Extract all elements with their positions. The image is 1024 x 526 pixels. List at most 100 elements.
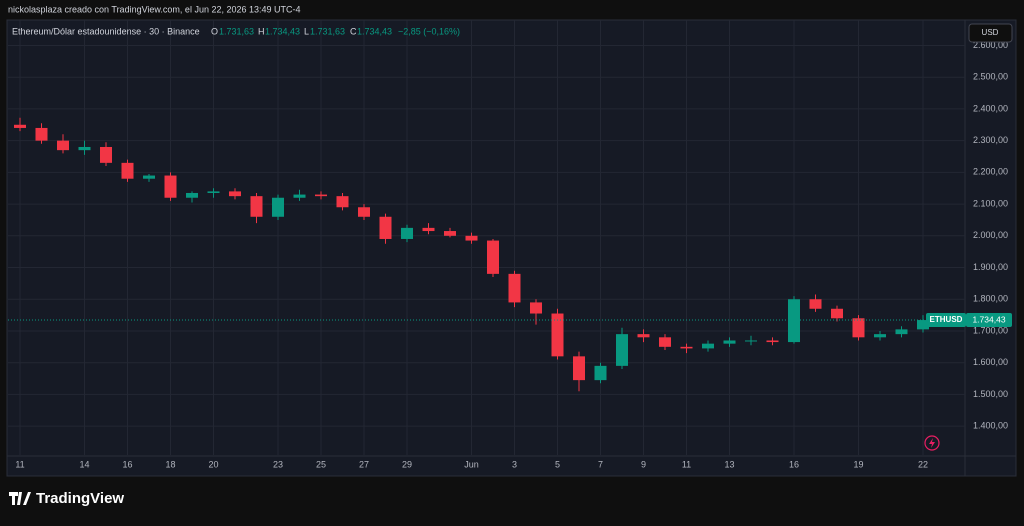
candle-body bbox=[143, 175, 155, 179]
symbol-desc: Ethereum/Dólar estadounidense · 30 · Bin… bbox=[12, 26, 200, 36]
candle-body bbox=[293, 194, 306, 198]
price-label: 1.734,43 bbox=[972, 314, 1005, 324]
price-tag bbox=[966, 313, 1012, 328]
candle-body bbox=[57, 140, 69, 151]
candle-body bbox=[465, 235, 478, 241]
x-tick-label: 27 bbox=[359, 459, 369, 469]
o-key: O bbox=[211, 26, 218, 36]
candle-body bbox=[422, 227, 435, 232]
brand: TradingView bbox=[9, 490, 124, 507]
candle-body bbox=[35, 127, 48, 141]
candle-body bbox=[530, 302, 542, 314]
candle-body bbox=[358, 207, 370, 217]
candle-body bbox=[895, 329, 908, 335]
x-tick-label: 16 bbox=[789, 459, 799, 469]
candle-body bbox=[831, 308, 843, 319]
candle-body bbox=[594, 365, 607, 381]
candle-body bbox=[444, 231, 456, 236]
candle-body bbox=[766, 340, 779, 343]
candle-body bbox=[508, 273, 521, 303]
x-tick-label: 25 bbox=[316, 459, 326, 469]
c-value: 1.734,43 bbox=[357, 26, 392, 36]
candle-body bbox=[336, 196, 349, 208]
legend: Ethereum/Dólar estadounidense · 30 · Bin… bbox=[12, 26, 460, 36]
currency-button[interactable] bbox=[968, 23, 1013, 43]
candle-body bbox=[680, 346, 693, 349]
x-tick-label: 29 bbox=[402, 459, 412, 469]
x-tick-label: 18 bbox=[165, 459, 175, 469]
l-key: L bbox=[304, 26, 309, 36]
y-tick-label: 1.600,00 bbox=[973, 357, 1008, 367]
candle-body bbox=[207, 191, 220, 193]
h-key: H bbox=[258, 26, 265, 36]
candle-body bbox=[917, 320, 929, 330]
y-tick-label: 1.700,00 bbox=[973, 325, 1008, 335]
y-tick-label: 2.100,00 bbox=[973, 198, 1008, 208]
x-tick-label: 11 bbox=[682, 459, 691, 469]
candle-body bbox=[121, 162, 134, 179]
x-tick-label: Jun bbox=[464, 459, 479, 469]
chart-pane bbox=[6, 19, 1017, 477]
y-tick-label: 2.600,00 bbox=[973, 40, 1008, 50]
y-tick-label: 2.200,00 bbox=[973, 167, 1008, 177]
y-tick-label: 1.900,00 bbox=[973, 262, 1008, 272]
o-value: 1.731,63 bbox=[219, 26, 254, 36]
x-tick-label: 13 bbox=[724, 459, 734, 469]
candle-body bbox=[788, 299, 800, 343]
candle-body bbox=[573, 356, 585, 381]
x-tick-label: 3 bbox=[512, 459, 517, 469]
candles bbox=[8, 117, 965, 392]
candle-body bbox=[659, 337, 671, 347]
candle-body bbox=[637, 334, 650, 338]
candle-body bbox=[100, 146, 112, 163]
x-tick-label: 7 bbox=[598, 459, 603, 469]
x-tick-label: 20 bbox=[208, 459, 218, 469]
y-tick-label: 2.500,00 bbox=[973, 72, 1008, 82]
x-tick-label: 5 bbox=[555, 459, 560, 469]
candle-body bbox=[186, 192, 198, 198]
x-tick-label: 22 bbox=[918, 459, 928, 469]
c-key: C bbox=[350, 26, 357, 36]
candle-body bbox=[551, 313, 564, 357]
x-tick-label: 23 bbox=[273, 459, 283, 469]
l-value: 1.731,63 bbox=[310, 26, 345, 36]
brand-logo bbox=[9, 492, 31, 505]
h-value: 1.734,43 bbox=[265, 26, 300, 36]
candle-body bbox=[250, 196, 263, 217]
candle-body bbox=[487, 240, 499, 274]
brand-name: TradingView bbox=[36, 490, 124, 507]
x-tick-label: 19 bbox=[853, 459, 863, 469]
x-tick-label: 16 bbox=[122, 459, 132, 469]
y-tick-label: 1.400,00 bbox=[973, 421, 1008, 431]
credit: nickolasplaza creado con TradingView.com… bbox=[8, 4, 301, 14]
alert-bolt bbox=[929, 438, 935, 448]
candle-body bbox=[164, 175, 177, 198]
candle-body bbox=[745, 340, 757, 342]
change: −2,85 (−0,16%) bbox=[398, 26, 460, 36]
x-tick-label: 14 bbox=[79, 459, 89, 469]
y-tick-label: 1.800,00 bbox=[973, 294, 1008, 304]
candle-body bbox=[78, 146, 91, 151]
y-tick-label: 1.500,00 bbox=[973, 389, 1008, 399]
candle-body bbox=[809, 299, 822, 309]
x-tick-label: 11 bbox=[15, 459, 24, 469]
alert-icon[interactable] bbox=[924, 435, 940, 451]
candle-body bbox=[272, 197, 284, 217]
candle-body bbox=[702, 343, 714, 349]
currency[interactable]: USD bbox=[982, 28, 999, 37]
candle-body bbox=[315, 194, 327, 197]
candle-body bbox=[874, 334, 886, 338]
symbol-label: ETHUSD bbox=[930, 315, 963, 324]
candle-body bbox=[229, 191, 241, 197]
symbol-tag bbox=[926, 313, 966, 328]
candle-body bbox=[852, 318, 865, 338]
y-tick-label: 2.000,00 bbox=[973, 230, 1008, 240]
y-tick-label: 2.400,00 bbox=[973, 103, 1008, 113]
candle-body bbox=[723, 340, 736, 344]
grid bbox=[8, 20, 965, 455]
candle-body bbox=[401, 227, 413, 239]
axes: 1.400,00 1.500,00 1.600,00 1.700,00 1.800,00… bbox=[15, 40, 1012, 469]
candle-body bbox=[379, 216, 392, 239]
